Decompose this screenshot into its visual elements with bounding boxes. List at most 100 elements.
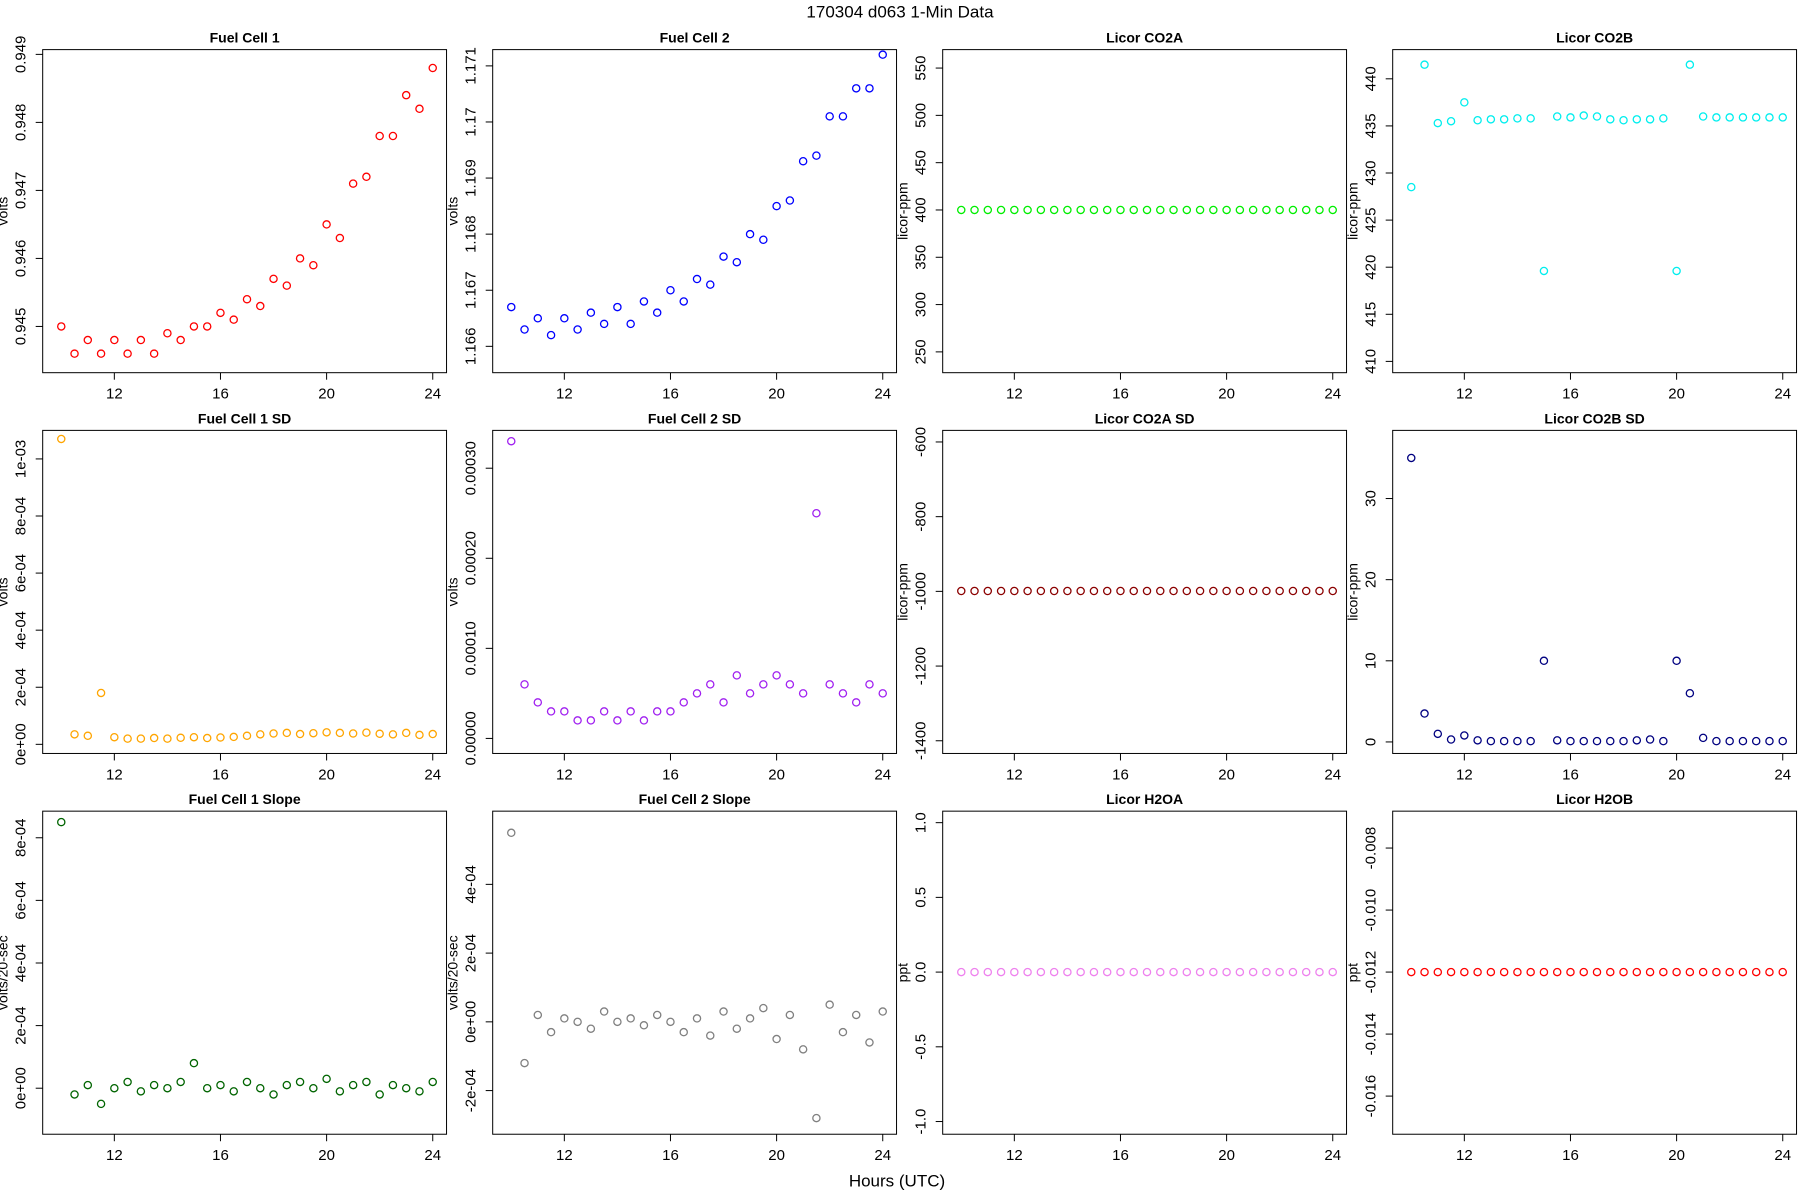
point (1725, 736, 1734, 746)
point (1076, 205, 1085, 215)
x-tick-label: 20 (1218, 766, 1235, 783)
point (335, 1087, 345, 1096)
panel: Fuel Cell 1 SD volts 12 16 20 24 0e+00 2e-04 4e-… (0, 410, 448, 783)
point (586, 1024, 596, 1033)
point (1499, 967, 1509, 977)
point (586, 308, 596, 317)
panel: Licor H2OB ppt 12 16 20 24 -0.016 -0.014 -0.012 -… (1345, 791, 1798, 1164)
point (507, 302, 516, 312)
y-tick-label: 4e-04 (463, 865, 480, 903)
point (1526, 736, 1535, 746)
point (415, 104, 424, 114)
point (626, 1014, 635, 1023)
x-tick-label: 16 (1112, 766, 1129, 783)
point (1606, 736, 1615, 746)
point (507, 828, 516, 838)
point (533, 698, 543, 707)
point (1632, 115, 1642, 124)
point (163, 734, 172, 743)
point (679, 698, 688, 707)
y-tick-label: 0.00000 (463, 711, 480, 765)
point (1301, 205, 1311, 215)
plot-frame (942, 49, 1348, 374)
point (83, 335, 93, 345)
x-tick-label: 20 (318, 1147, 335, 1164)
point (798, 156, 808, 166)
x-tick-label: 24 (424, 386, 441, 403)
panel: Licor CO2B licor-ppm 12 16 20 24 410 415 420 425 4… (1345, 30, 1798, 403)
x-tick-label: 20 (768, 386, 785, 403)
point (1460, 98, 1469, 107)
point (362, 1077, 371, 1087)
point (1182, 967, 1192, 977)
y-tick-label: 20 (1363, 571, 1380, 588)
point (1579, 736, 1588, 746)
x-tick-label: 20 (1218, 1147, 1235, 1164)
y-tick-label: 0.5 (913, 887, 930, 908)
point (1659, 736, 1668, 746)
point (362, 728, 371, 737)
point (692, 1014, 702, 1023)
point (401, 90, 411, 100)
point (1407, 967, 1416, 977)
point (599, 1007, 609, 1016)
point (1169, 586, 1178, 596)
point (639, 716, 649, 725)
point (732, 1024, 742, 1033)
x-tick-label: 24 (424, 1147, 441, 1164)
point (1712, 113, 1721, 122)
point (1182, 586, 1192, 596)
point (1010, 586, 1019, 596)
point (1010, 205, 1019, 215)
point (1049, 586, 1059, 596)
y-tick-label: 6e-04 (13, 554, 30, 592)
point (520, 680, 529, 689)
y-tick-label: 1.168 (463, 215, 480, 253)
x-tick-label: 24 (874, 386, 891, 403)
y-axis-label: ppt (895, 963, 911, 983)
y-tick-label: 0.00010 (463, 621, 480, 675)
point (1738, 967, 1748, 977)
x-tick-label: 16 (1562, 1147, 1579, 1164)
point (1659, 114, 1668, 123)
point (202, 733, 212, 743)
point (256, 730, 265, 739)
point (1645, 115, 1655, 124)
point (229, 1087, 238, 1096)
point (388, 1080, 398, 1090)
point (348, 729, 358, 738)
point (1579, 967, 1588, 977)
point (1446, 116, 1456, 126)
point (1142, 967, 1152, 977)
x-tick-label: 12 (1456, 766, 1473, 783)
point (560, 707, 569, 716)
point (1248, 205, 1258, 215)
panel-title: Fuel Cell 2 (660, 30, 730, 46)
point (865, 1038, 874, 1047)
point (639, 297, 649, 306)
point (1301, 967, 1311, 977)
point (599, 319, 609, 329)
point (256, 301, 265, 311)
point (1619, 736, 1628, 746)
point (1156, 205, 1165, 215)
point (110, 335, 119, 345)
point (996, 586, 1006, 596)
y-tick-label: -0.016 (1363, 1075, 1380, 1118)
point (732, 671, 742, 680)
point (1315, 205, 1324, 215)
point (1195, 205, 1205, 215)
point (1513, 967, 1522, 977)
point (546, 707, 556, 716)
point (546, 330, 556, 340)
point (1089, 586, 1099, 596)
point (679, 1027, 688, 1037)
y-tick-label: 500 (913, 103, 930, 128)
point (812, 1113, 821, 1123)
point (719, 1007, 728, 1016)
y-tick-label: 0.949 (13, 36, 30, 74)
y-tick-label: 8e-04 (13, 497, 30, 535)
point (1685, 60, 1695, 69)
x-tick-label: 24 (1774, 386, 1791, 403)
point (706, 680, 715, 689)
